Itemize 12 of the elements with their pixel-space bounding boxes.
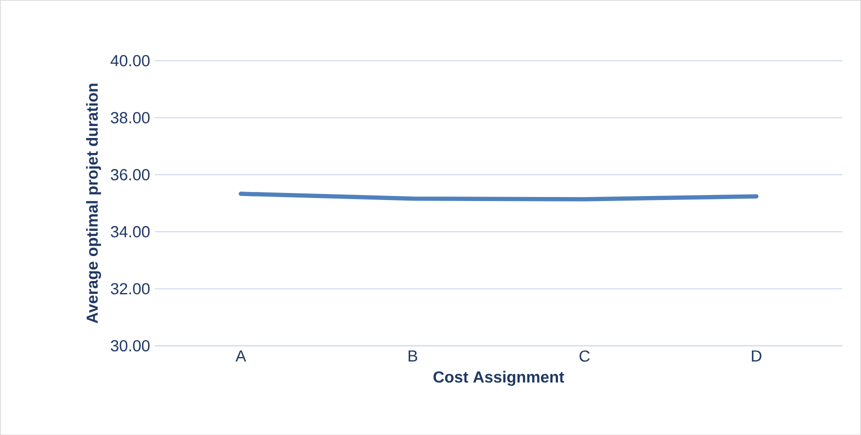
y-tick-label: 40.00 — [110, 54, 150, 66]
x-tick-label: A — [236, 350, 246, 362]
x-tick-label: D — [752, 350, 762, 362]
y-tick-label: 34.00 — [110, 226, 150, 238]
y-tick-label: 30.00 — [110, 340, 150, 352]
y-tick-label: 36.00 — [110, 168, 150, 180]
x-tick-label: B — [408, 350, 418, 362]
y-axis-title: Average optimal projet duration — [86, 84, 102, 324]
x-axis-title: Cost Assignment — [434, 370, 564, 386]
y-tick-label: 38.00 — [110, 112, 150, 124]
x-tick-label: C — [580, 350, 590, 362]
y-tick-label: 32.00 — [110, 282, 150, 294]
